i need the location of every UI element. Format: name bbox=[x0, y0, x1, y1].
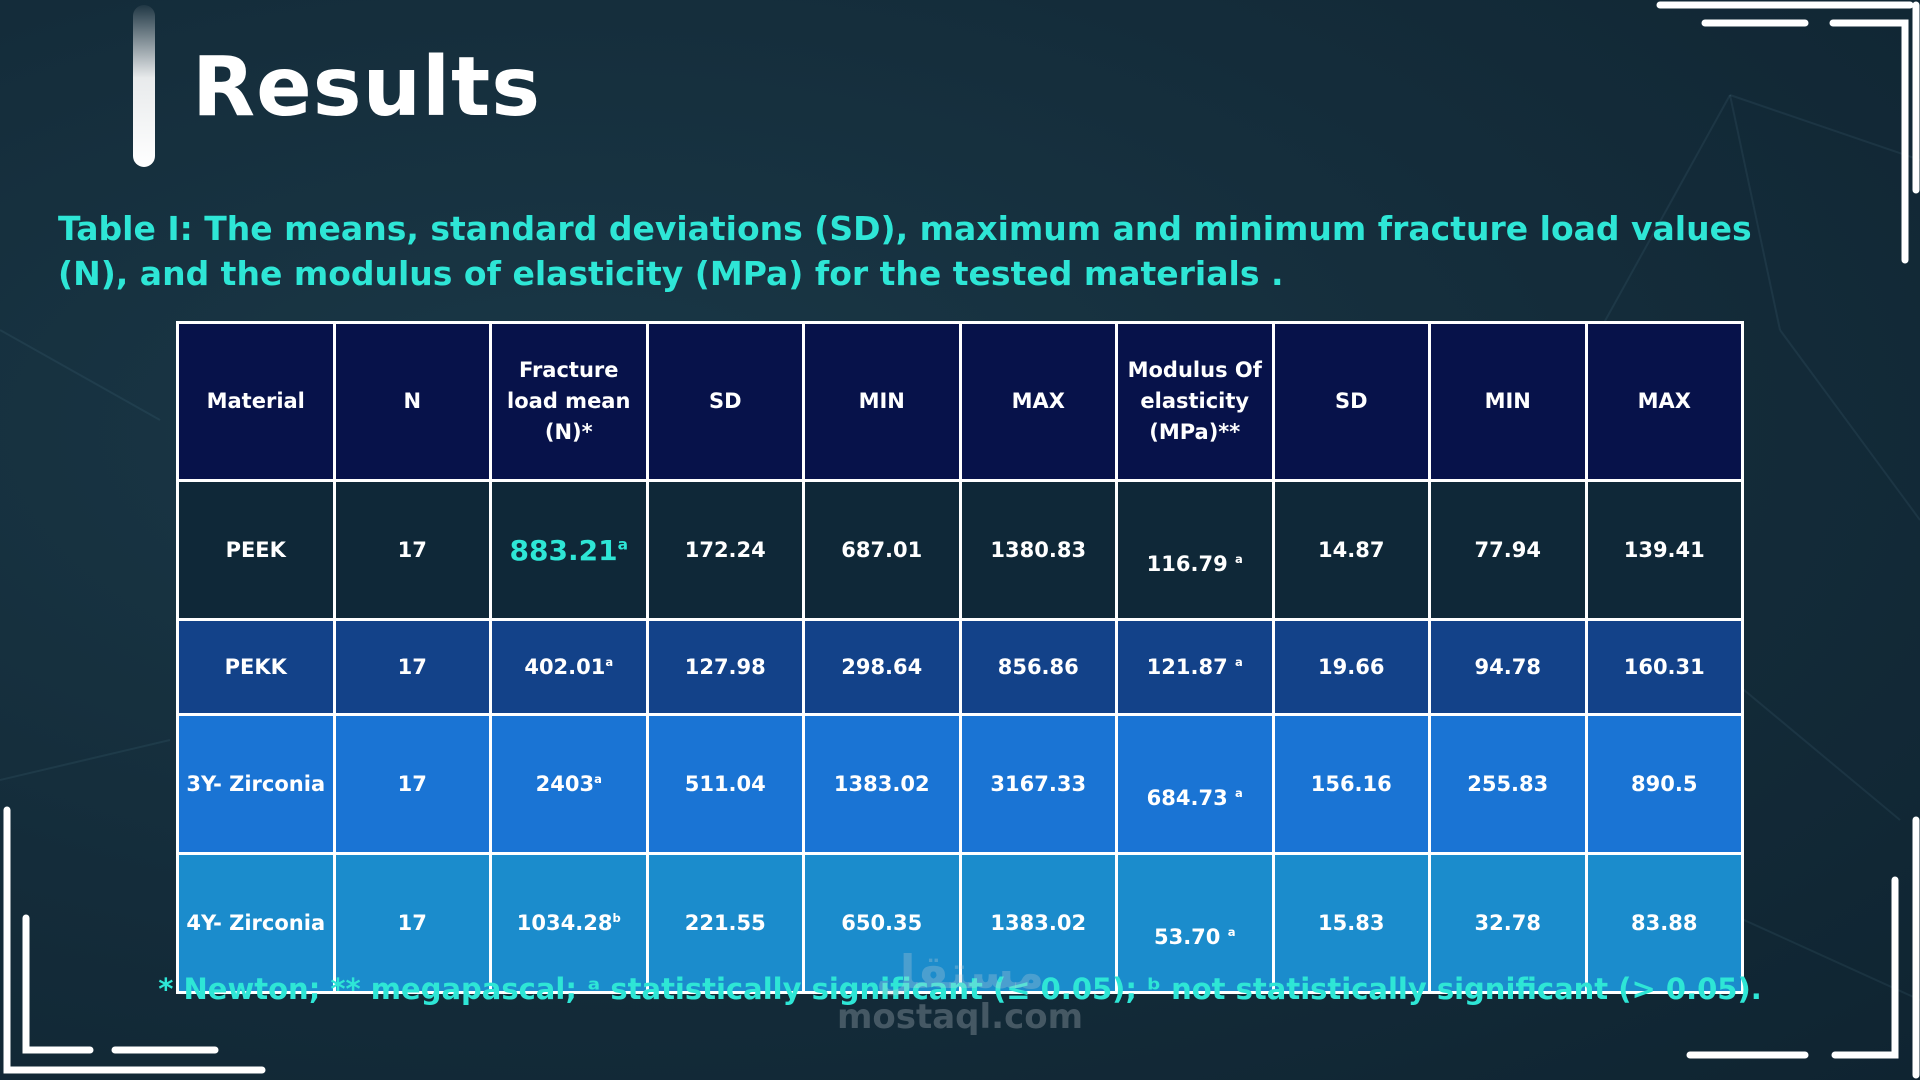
cell-min-modulus: 32.78 bbox=[1428, 852, 1588, 994]
cell-max-modulus: 83.88 bbox=[1584, 852, 1744, 994]
cell-min-fracture: 650.35 bbox=[802, 852, 962, 994]
page-title: Results bbox=[192, 40, 542, 135]
table-caption: Table I: The means, standard deviations … bbox=[58, 209, 1752, 293]
cell-n: 17 bbox=[332, 852, 492, 994]
cell-material: PEKK bbox=[176, 618, 336, 716]
header-fracture-mean: Fracture load mean (N)* bbox=[489, 321, 649, 482]
cell-min-modulus: 255.83 bbox=[1428, 713, 1588, 855]
cell-max-modulus: 890.5 bbox=[1584, 713, 1744, 855]
header-sd-modulus: SD bbox=[1271, 321, 1431, 482]
cell-n: 17 bbox=[332, 618, 492, 716]
header-min-modulus: MIN bbox=[1428, 321, 1588, 482]
cell-min-fracture: 1383.02 bbox=[802, 713, 962, 855]
header-max-fracture: MAX bbox=[958, 321, 1118, 482]
cell-fracture-mean: 883.21a bbox=[489, 479, 649, 621]
cell-min-fracture: 298.64 bbox=[802, 618, 962, 716]
cell-modulus: 53.70 a bbox=[1115, 852, 1275, 994]
table-row: PEKK 17 402.01a 127.98 298.64 856.86 121… bbox=[176, 618, 1744, 716]
cell-fracture-mean: 1034.28b bbox=[489, 852, 649, 994]
cell-sd-fracture: 221.55 bbox=[645, 852, 805, 994]
cell-sd-modulus: 156.16 bbox=[1271, 713, 1431, 855]
cell-max-fracture: 1380.83 bbox=[958, 479, 1118, 621]
cell-max-fracture: 856.86 bbox=[958, 618, 1118, 716]
cell-material: 4Y- Zirconia bbox=[176, 852, 336, 994]
header-max-modulus: MAX bbox=[1584, 321, 1744, 482]
cell-max-fracture: 1383.02 bbox=[958, 852, 1118, 994]
cell-max-modulus: 160.31 bbox=[1584, 618, 1744, 716]
cell-sd-fracture: 127.98 bbox=[645, 618, 805, 716]
title-accent-bar bbox=[133, 5, 155, 167]
results-table: Material N Fracture load mean (N)* SD MI… bbox=[176, 321, 1744, 994]
watermark: مستقل mostaql.com bbox=[790, 945, 1130, 1035]
cell-min-modulus: 77.94 bbox=[1428, 479, 1588, 621]
cell-max-fracture: 3167.33 bbox=[958, 713, 1118, 855]
cell-modulus: 684.73 a bbox=[1115, 713, 1275, 855]
table-header-row: Material N Fracture load mean (N)* SD MI… bbox=[176, 321, 1744, 482]
cell-sd-modulus: 15.83 bbox=[1271, 852, 1431, 994]
watermark-url: mostaql.com bbox=[836, 997, 1084, 1037]
cell-n: 17 bbox=[332, 479, 492, 621]
cell-min-modulus: 94.78 bbox=[1428, 618, 1588, 716]
table-footnote: * Newton; ** megapascal; ᵃ statistically… bbox=[158, 972, 1762, 1006]
table-row: PEEK 17 883.21a 172.24 687.01 1380.83 11… bbox=[176, 479, 1744, 621]
cell-n: 17 bbox=[332, 713, 492, 855]
cell-fracture-mean: 402.01a bbox=[489, 618, 649, 716]
header-n: N bbox=[332, 321, 492, 482]
cell-sd-fracture: 172.24 bbox=[645, 479, 805, 621]
cell-max-modulus: 139.41 bbox=[1584, 479, 1744, 621]
cell-modulus: 121.87 a bbox=[1115, 618, 1275, 716]
header-modulus: Modulus Of elasticity (MPa)** bbox=[1115, 321, 1275, 482]
header-material: Material bbox=[176, 321, 336, 482]
watermark-arabic: مستقل bbox=[875, 945, 1045, 999]
cell-modulus: 116.79 a bbox=[1115, 479, 1275, 621]
cell-fracture-mean: 2403a bbox=[489, 713, 649, 855]
table-row: 3Y- Zirconia 17 2403a 511.04 1383.02 316… bbox=[176, 713, 1744, 855]
cell-sd-fracture: 511.04 bbox=[645, 713, 805, 855]
header-sd-fracture: SD bbox=[645, 321, 805, 482]
cell-sd-modulus: 14.87 bbox=[1271, 479, 1431, 621]
header-min-fracture: MIN bbox=[802, 321, 962, 482]
cell-material: 3Y- Zirconia bbox=[176, 713, 336, 855]
cell-sd-modulus: 19.66 bbox=[1271, 618, 1431, 716]
cell-min-fracture: 687.01 bbox=[802, 479, 962, 621]
table-row: 4Y- Zirconia 17 1034.28b 221.55 650.35 1… bbox=[176, 852, 1744, 994]
cell-material: PEEK bbox=[176, 479, 336, 621]
